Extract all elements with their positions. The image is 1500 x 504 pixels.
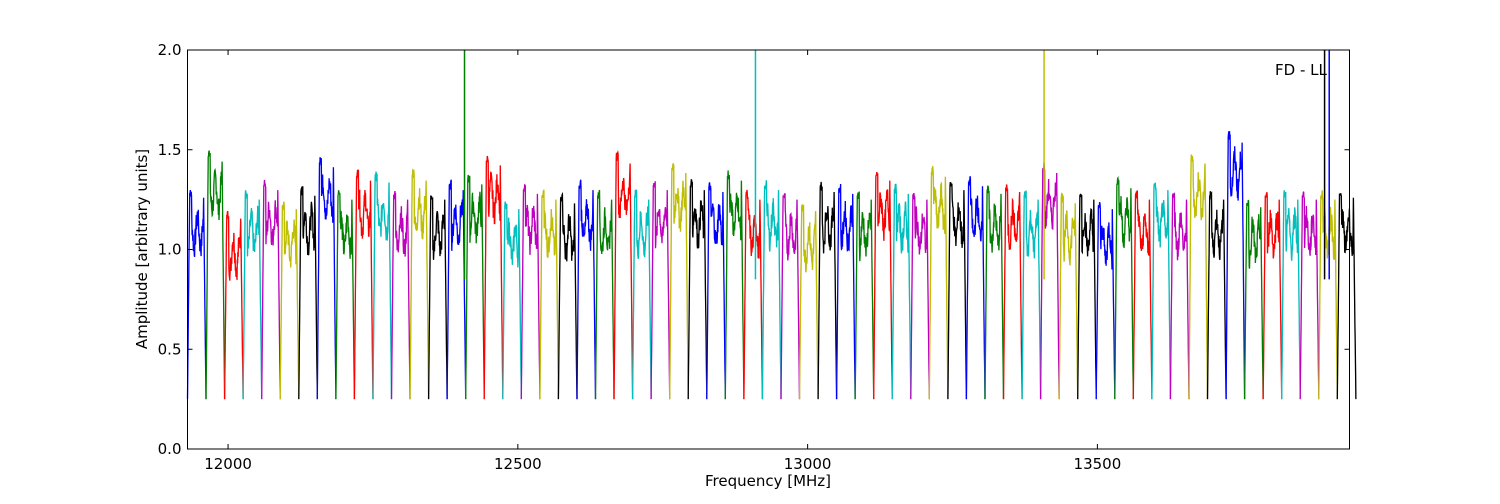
series-line — [984, 185, 1005, 400]
series-line — [261, 179, 281, 400]
series-line — [1169, 192, 1190, 400]
series-line — [594, 189, 615, 400]
series-line — [465, 174, 485, 400]
series-line — [502, 201, 522, 400]
series-line — [483, 155, 504, 400]
series-line — [335, 190, 356, 400]
chart-annotation: FD - LL — [1275, 61, 1327, 79]
series-line — [1132, 190, 1153, 400]
x-axis-label: Frequency [MHz] — [705, 472, 831, 490]
series-line — [706, 182, 726, 400]
series-line — [1225, 131, 1246, 400]
series-line — [891, 183, 912, 400]
series-line — [353, 169, 374, 400]
series-line — [1188, 154, 1209, 400]
series-line — [873, 172, 893, 400]
y-tick-label: 1.0 — [158, 241, 182, 259]
x-tick-label: 13000 — [784, 455, 832, 473]
series-line — [409, 168, 430, 400]
series-line — [427, 195, 448, 400]
series-line — [279, 201, 300, 400]
series-line — [316, 157, 337, 400]
series-line — [817, 181, 838, 400]
series-line — [390, 191, 411, 400]
y-ticks: 0.0 0.5 1.0 1.5 2.0 — [158, 41, 1350, 458]
series-line — [446, 179, 467, 400]
series-line — [576, 179, 597, 400]
series-line — [947, 182, 968, 400]
series-line — [242, 190, 263, 400]
series-line — [835, 183, 856, 400]
series-line — [1151, 182, 1172, 400]
x-ticks: 12000 12500 13000 13500 — [204, 50, 1121, 473]
x-tick-label: 12500 — [494, 455, 542, 473]
series-layer — [186, 131, 1357, 400]
series-line — [1299, 191, 1320, 400]
series-line — [613, 150, 634, 400]
series-line — [1021, 190, 1042, 400]
series-line — [669, 163, 689, 400]
series-line — [650, 181, 671, 400]
series-line — [372, 171, 393, 400]
x-tick-label: 12000 — [204, 455, 252, 473]
series-line — [687, 179, 708, 400]
series-line — [1243, 199, 1264, 400]
series-line — [557, 191, 578, 400]
series-line — [780, 193, 801, 400]
series-line — [1318, 190, 1338, 400]
series-line — [724, 170, 745, 400]
y-tick-label: 1.5 — [158, 141, 182, 159]
y-tick-label: 0.5 — [158, 340, 182, 358]
series-line — [910, 192, 930, 400]
series-line — [965, 176, 986, 400]
series-line — [761, 180, 782, 400]
series-line — [520, 184, 541, 400]
series-line — [1281, 190, 1301, 400]
series-line — [1058, 191, 1079, 400]
series-line — [1077, 193, 1097, 400]
series-line — [1114, 175, 1134, 400]
series-line — [1002, 184, 1023, 400]
series-line — [1206, 191, 1227, 400]
series-line — [298, 186, 318, 400]
series-line — [1262, 192, 1283, 400]
series-line — [798, 204, 819, 400]
series-line — [1336, 193, 1357, 400]
series-line — [631, 189, 652, 400]
series-line — [223, 210, 244, 400]
x-tick-label: 13500 — [1074, 455, 1122, 473]
spike-layer — [463, 50, 1330, 280]
series-line — [205, 150, 226, 400]
series-line — [539, 189, 560, 400]
series-line — [854, 191, 875, 400]
series-line — [1095, 202, 1116, 400]
y-tick-label: 2.0 — [158, 41, 182, 59]
y-axis-label: Amplitude [arbitrary units] — [133, 149, 151, 349]
series-line — [743, 189, 764, 400]
y-tick-label: 0.0 — [158, 440, 182, 458]
series-line — [186, 190, 207, 400]
series-line — [928, 166, 949, 400]
